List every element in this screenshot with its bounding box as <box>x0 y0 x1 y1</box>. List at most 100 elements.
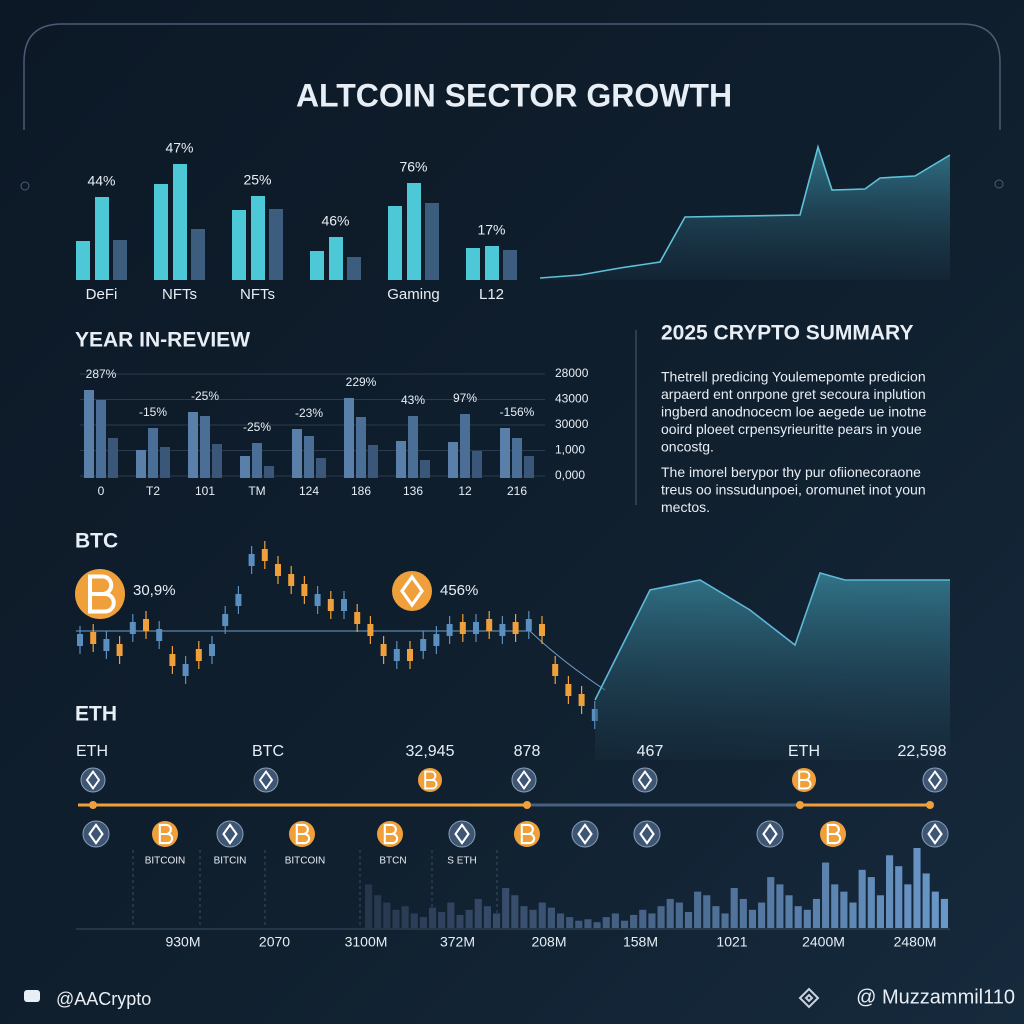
bar <box>388 206 402 280</box>
candle-body <box>341 599 347 611</box>
icon-glyph <box>85 769 101 791</box>
candle-body <box>380 644 387 656</box>
volume-bar <box>712 906 720 928</box>
volume-bar <box>502 888 510 928</box>
value-label: 43% <box>401 393 425 407</box>
volume-bar <box>739 898 747 928</box>
candle-body <box>288 574 295 586</box>
candle-body <box>327 599 334 611</box>
candle-body <box>275 564 281 576</box>
axis-label: 930M <box>165 934 200 950</box>
volume-bar <box>419 917 427 928</box>
bar <box>154 184 168 280</box>
candle-body <box>565 684 572 696</box>
icon-glyph <box>577 823 593 845</box>
volume-bar <box>492 913 501 928</box>
candle-body <box>156 629 163 641</box>
timeline-label: 22,598 <box>898 743 947 760</box>
bar <box>448 442 458 478</box>
bar <box>524 456 534 478</box>
volume-bar <box>876 895 885 928</box>
volume-bar <box>611 913 619 928</box>
icon <box>633 820 661 848</box>
bar <box>310 251 324 280</box>
candle-body <box>499 624 506 636</box>
volume-bar <box>392 909 400 928</box>
candle-body <box>235 594 242 606</box>
bar <box>232 210 246 280</box>
bar <box>269 209 283 280</box>
icon-glyph <box>826 823 842 845</box>
value-label: 97% <box>453 391 477 405</box>
value-label: -15% <box>139 405 167 419</box>
frame <box>23 23 1001 130</box>
volume-bar <box>895 866 903 928</box>
axis-label: 2070 <box>259 934 290 950</box>
bar <box>96 400 106 478</box>
volume-bar <box>520 906 528 928</box>
volume-bar <box>566 917 574 928</box>
candle-body <box>143 619 149 631</box>
volume-bar <box>886 855 894 928</box>
bar <box>188 412 198 478</box>
volume-bar <box>447 902 455 928</box>
axis-label: 158M <box>623 934 658 950</box>
candle-body <box>420 639 427 651</box>
summary-line: treus oo inssudunpoei, oromunet inot you… <box>661 482 926 498</box>
bar <box>95 197 109 280</box>
volume-bar <box>556 913 565 928</box>
bar <box>136 450 146 478</box>
icon-glyph <box>295 823 311 845</box>
bar <box>316 458 326 478</box>
x-tick-label: 136 <box>403 484 423 498</box>
candle-body <box>129 622 136 634</box>
bar <box>252 443 262 478</box>
x-tick-label: NFTs <box>240 286 275 303</box>
bar <box>304 436 314 478</box>
summary-line: oncostg. <box>661 439 714 455</box>
summary-line: The imorel berypor thy pur ofiionecoraon… <box>661 464 921 480</box>
value-label: 287% <box>86 367 117 381</box>
volume-bar <box>602 917 610 928</box>
timeline-sublabel: S ETH <box>447 856 476 867</box>
volume-bar <box>858 869 866 928</box>
candle-body <box>195 649 202 661</box>
volume-bar <box>684 912 693 928</box>
volume-bar <box>374 895 382 928</box>
volume-bar <box>657 906 665 928</box>
icon-glyph <box>520 823 536 845</box>
volume-bar <box>465 909 473 928</box>
value-label: 76% <box>399 159 427 175</box>
volume-bar <box>511 895 519 928</box>
bar <box>200 416 210 478</box>
volume-bar <box>620 920 629 928</box>
volume-bar <box>748 909 757 928</box>
candle-body <box>103 639 110 651</box>
volume-bar <box>758 902 766 928</box>
icon-glyph <box>158 823 174 845</box>
bar <box>420 460 430 478</box>
timeline-label: ETH <box>76 743 108 760</box>
footer-logo <box>798 987 820 1009</box>
icon-glyph <box>927 823 943 845</box>
candle-body <box>446 624 453 636</box>
volume-bar <box>904 884 912 928</box>
section-title: BTC <box>75 530 118 553</box>
bar <box>160 447 170 478</box>
icon <box>448 820 476 848</box>
icon-glyph <box>258 769 274 791</box>
icon <box>921 820 949 848</box>
candle-body <box>116 644 123 656</box>
value-label: -23% <box>295 406 323 420</box>
candle-body <box>539 624 545 636</box>
value-label: 229% <box>346 375 377 389</box>
bar <box>264 466 274 478</box>
volume-bar <box>584 919 592 928</box>
candle-body <box>90 632 97 644</box>
icon <box>216 820 244 848</box>
axis-label: 372M <box>440 934 475 950</box>
volume-bar <box>666 898 674 928</box>
bar <box>485 246 499 280</box>
timeline-dot <box>796 801 804 809</box>
value-label: -156% <box>500 405 535 419</box>
